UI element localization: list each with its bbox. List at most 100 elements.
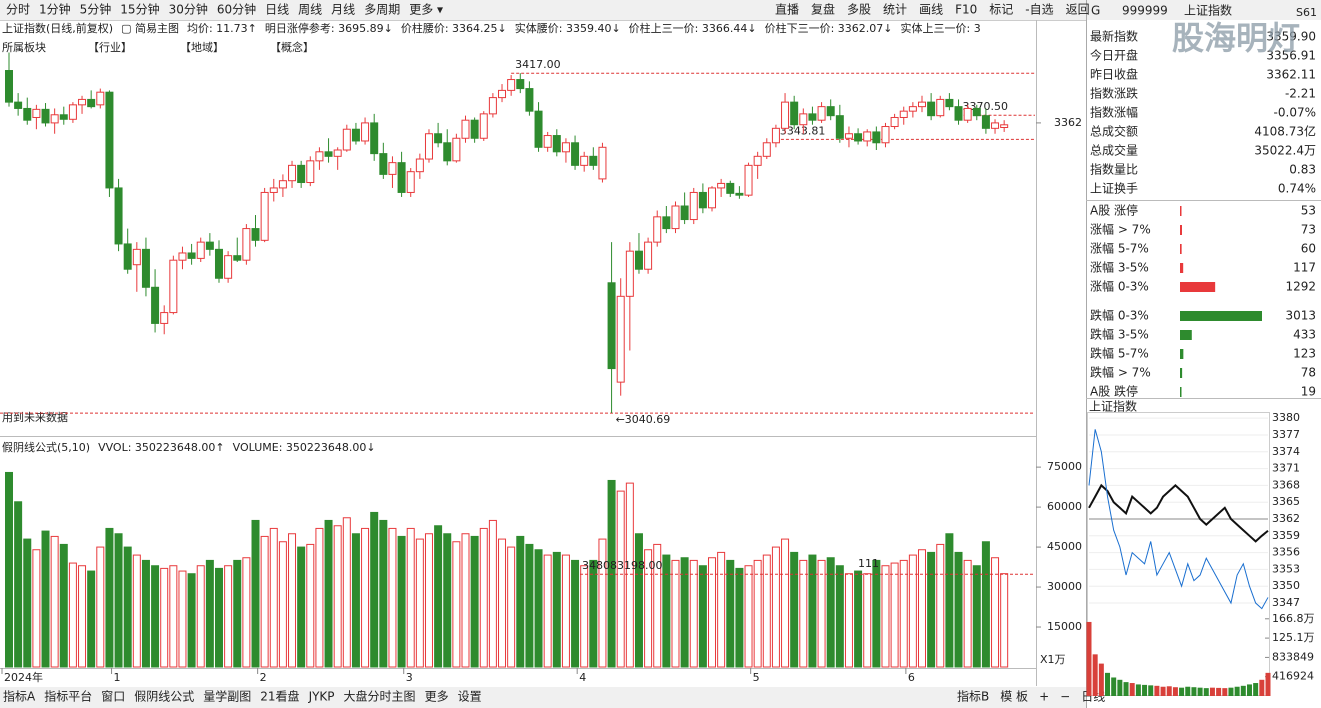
candle-body <box>297 164 306 184</box>
volume-bar <box>488 519 497 668</box>
volume-bar <box>543 554 552 668</box>
volume-bar <box>434 525 443 668</box>
bottom-tab[interactable]: 窗口 <box>101 690 125 704</box>
volume-bar <box>178 570 187 668</box>
intraday-volume <box>1160 686 1166 696</box>
toolbar-tab[interactable]: 5分钟 <box>80 2 112 17</box>
volume-bar <box>132 554 141 668</box>
candle-body <box>543 135 552 148</box>
intraday-volume <box>1185 686 1191 696</box>
bottom-tab[interactable]: − <box>1060 690 1070 704</box>
toolbar-tab[interactable]: 月线 <box>331 3 355 17</box>
toolbar-button[interactable]: 返回 <box>1066 3 1090 17</box>
toolbar-button[interactable]: 直播 <box>775 3 799 17</box>
candle-body <box>908 106 917 112</box>
candle-body <box>616 295 625 383</box>
toolbar-button[interactable]: 统计 <box>883 3 907 17</box>
candle-body <box>205 241 214 250</box>
bottom-tab[interactable]: 更多 <box>425 690 449 704</box>
candle-body <box>361 122 370 142</box>
volume-bar <box>963 559 972 668</box>
bottom-tab[interactable]: 大盘分时主图 <box>344 689 416 704</box>
volume-bar <box>625 482 634 668</box>
toolbar-tab[interactable]: 日线 <box>265 3 289 17</box>
volume-bar <box>452 541 461 668</box>
candle-body <box>278 180 287 189</box>
sector-tag[interactable]: 【行业】 <box>88 41 132 54</box>
candle-body <box>589 155 598 166</box>
volume-bar <box>507 546 516 668</box>
info-item: 价柱上三一价: 3366.44↓ <box>629 21 757 35</box>
bottom-tab[interactable]: 假阴线公式 <box>134 690 194 704</box>
candle-body <box>251 228 260 241</box>
toolbar-tab[interactable]: 多周期 <box>364 3 400 17</box>
sector-tag[interactable]: 所属板块 <box>2 40 46 54</box>
bottom-tab[interactable]: 21看盘 <box>260 689 299 704</box>
bottom-tab[interactable]: JYKP <box>308 690 335 704</box>
candle-body <box>863 131 872 142</box>
breadth-bar <box>1180 244 1182 254</box>
candle-body <box>954 106 963 121</box>
candle-body <box>927 101 936 117</box>
volume-bar <box>817 559 826 668</box>
sector-tag[interactable]: 【概念】 <box>270 40 314 54</box>
quote-value: 35022.4万 <box>1254 144 1316 158</box>
volume-bar <box>671 559 680 668</box>
candle-body <box>443 142 452 162</box>
toolbar-button[interactable]: 复盘 <box>811 2 835 17</box>
volume-bar <box>899 559 908 668</box>
toolbar-tab[interactable]: 1分钟 <box>39 2 71 17</box>
quote-label: 总成交量 <box>1090 143 1138 158</box>
toolbar-button[interactable]: -自选 <box>1025 3 1053 17</box>
info-item: 价柱腰价: 3364.25↓ <box>401 21 507 35</box>
intraday-volume <box>1142 684 1148 696</box>
bottom-tab[interactable]: 指标平台 <box>44 689 92 704</box>
bottom-tab[interactable]: 指标B <box>957 689 989 704</box>
y-tick-label: 3365 <box>1272 495 1300 508</box>
volume-bar <box>771 546 780 668</box>
intraday-volume <box>1234 686 1240 696</box>
toolbar-button[interactable]: 标记 <box>989 3 1013 17</box>
volume-bar <box>379 519 388 668</box>
volume-bar <box>991 557 1000 668</box>
toolbar-tab[interactable]: 30分钟 <box>169 2 208 17</box>
candle-body <box>470 119 479 139</box>
toolbar-tab[interactable]: 15分钟 <box>120 2 159 17</box>
candle-body <box>525 88 534 112</box>
toolbar-tab[interactable]: 更多 ▾ <box>409 3 443 17</box>
toolbar-button[interactable]: 画线 <box>919 3 943 17</box>
quote-label: 指数涨幅 <box>1090 105 1138 120</box>
toolbar-tab[interactable]: 60分钟 <box>217 2 256 17</box>
volume-bar <box>87 570 96 668</box>
x-tick-label: 5 <box>753 671 760 684</box>
candle-body <box>406 171 415 193</box>
annotation: 3343.81 <box>780 124 826 137</box>
bottom-tab[interactable]: 指标A <box>3 689 36 704</box>
sector-tag[interactable]: 【地域】 <box>180 41 224 54</box>
candle-body <box>214 248 223 279</box>
bottom-tab[interactable]: 模 板 <box>1000 690 1028 704</box>
candle-body <box>918 101 926 108</box>
y-tick-label: 60000 <box>1047 500 1082 513</box>
bottom-tab[interactable]: + <box>1039 690 1049 704</box>
toolbar-tab[interactable]: 分时 <box>6 3 30 17</box>
volume-bar <box>160 567 169 668</box>
bottom-tab[interactable]: 设置 <box>458 690 482 704</box>
volume-bar <box>726 559 735 668</box>
intraday-line <box>1088 483 1269 543</box>
intraday-volume <box>1105 672 1111 696</box>
candle-body <box>844 133 853 139</box>
toolbar-tab[interactable]: 周线 <box>298 3 322 17</box>
info-item: 价柱下三一价: 3362.07↓ <box>765 21 893 35</box>
toolbar-button[interactable]: F10 <box>955 3 977 17</box>
volume-bar <box>844 573 853 668</box>
volume-bar <box>881 565 890 668</box>
y2-tick-label: 166.8万 <box>1272 612 1315 625</box>
bottom-tab[interactable]: 量学副图 <box>203 689 251 704</box>
volume-bar <box>534 549 543 668</box>
candle-body <box>178 252 187 261</box>
x-tick-label: 4 <box>579 671 586 684</box>
x-tick-label: 2024年 <box>4 670 43 684</box>
toolbar-button[interactable]: 多股 <box>847 3 871 17</box>
